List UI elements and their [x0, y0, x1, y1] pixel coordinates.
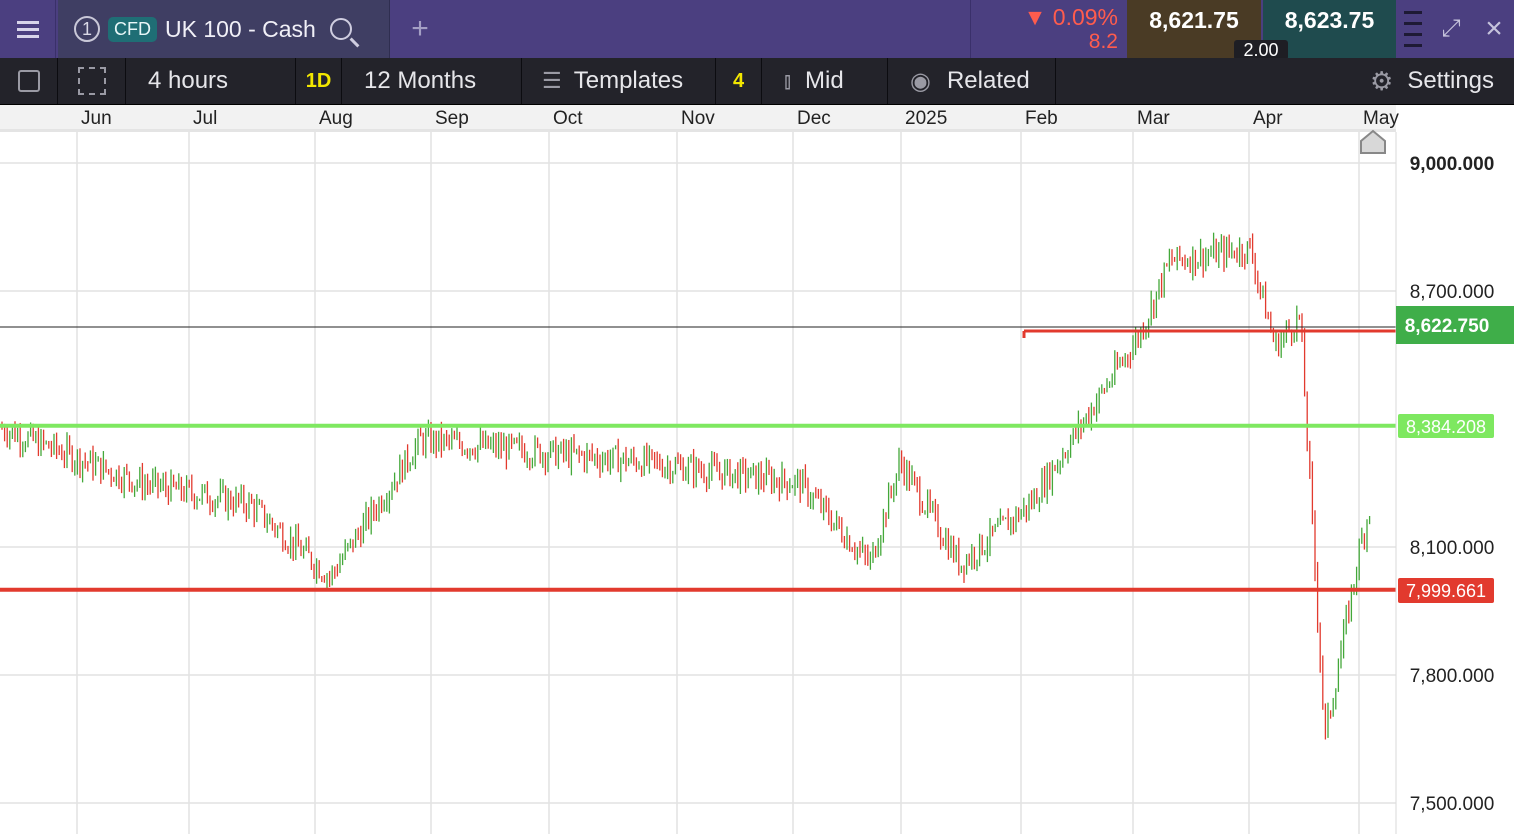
related-button[interactable]: ◉ Related	[888, 58, 1056, 104]
templates-button[interactable]: ☰ Templates	[522, 58, 716, 104]
x-tick-label: Oct	[553, 108, 583, 129]
y-tick-label: 8,700.000	[1410, 282, 1495, 303]
x-tick-label: Sep	[435, 108, 469, 129]
current-price-tag	[1396, 306, 1514, 344]
gear-icon: ⚙	[1370, 65, 1394, 96]
price-chart[interactable]: Jun Jul Aug Sep Oct Nov Dec 2025 Feb Mar Apr May 9,…	[0, 105, 1514, 834]
interval-select[interactable]: 4 hours	[126, 58, 296, 104]
add-tab-button[interactable]: +	[411, 12, 429, 45]
y-tick-label: 7,800.000	[1410, 666, 1495, 687]
candles	[1, 232, 1371, 740]
title-bar: 1 CFD UK 100 - Cash + ▼ 0.09% 8.2 8,621.…	[0, 0, 1514, 60]
x-tick-label: Mar	[1137, 108, 1170, 129]
y-axis-labels: 9,000.000 8,700.000 8,100.000 7,800.000 7,50…	[1410, 154, 1495, 815]
instrument-name: UK 100 - Cash	[165, 15, 316, 42]
settings-button[interactable]: ⚙ Settings	[1360, 58, 1514, 104]
close-icon[interactable]: ×	[1485, 12, 1503, 45]
period-badge[interactable]: 1D	[296, 58, 342, 104]
price-axis	[1396, 132, 1514, 834]
candles-icon: ⫾	[784, 68, 792, 93]
expand-icon[interactable]: ⤢	[1441, 15, 1461, 42]
eye-icon: ◉	[910, 67, 931, 95]
hamburger-icon	[16, 19, 39, 40]
list-view-button[interactable]	[0, 58, 58, 104]
x-tick-label: Jun	[81, 108, 112, 129]
red-line-label: 7,999.661	[1406, 581, 1486, 601]
red-line-tag	[1398, 578, 1494, 603]
related-label: Related	[946, 67, 1030, 94]
search-icon[interactable]	[329, 18, 352, 40]
instrument-type-badge: CFD	[108, 16, 157, 42]
x-tick-label: Aug	[319, 108, 353, 129]
menu-button[interactable]	[0, 0, 56, 58]
drag-handle-icon[interactable]	[1400, 0, 1426, 58]
templates-label: Templates	[573, 67, 684, 94]
green-line-label: 8,384.208	[1406, 417, 1486, 437]
horizontal-gridlines	[0, 162, 1396, 804]
x-tick-label: Feb	[1025, 108, 1058, 129]
x-axis-labels: Jun Jul Aug Sep Oct Nov Dec 2025 Feb Mar Apr May	[81, 108, 1399, 129]
change-percent: ▼ 0.09%	[1023, 4, 1118, 30]
y-tick-label: 8,100.000	[1410, 538, 1495, 559]
list-icon	[17, 70, 40, 92]
layout-icon	[77, 67, 106, 95]
settings-label: Settings	[1407, 67, 1495, 94]
chart-type-button[interactable]	[58, 58, 126, 104]
change-absolute: 8.2	[1088, 30, 1118, 53]
green-line-tag	[1398, 414, 1494, 438]
range-select[interactable]: 12 Months	[342, 58, 522, 104]
x-tick-label: May	[1363, 108, 1399, 129]
spread-badge: 2.00	[1234, 40, 1288, 60]
home-icon[interactable]	[1360, 129, 1386, 154]
x-tick-label: Jul	[193, 108, 217, 129]
x-tick-label: 2025	[905, 108, 947, 129]
price-type-button[interactable]: ⫾ Mid	[762, 58, 888, 104]
current-price-label: 8,622.750	[1405, 316, 1490, 337]
price-change: ▼ 0.09% 8.2	[970, 0, 1126, 58]
instrument-tab[interactable]: 1 CFD UK 100 - Cash	[58, 0, 390, 58]
price-type-label: Mid	[805, 67, 844, 94]
tab-number-badge: 1	[74, 16, 100, 42]
x-tick-label: Dec	[797, 108, 831, 129]
sliders-icon: ☰	[542, 68, 562, 93]
sell-price-button[interactable]: 8,621.75	[1127, 0, 1261, 58]
y-tick-label: 9,000.000	[1410, 154, 1495, 175]
x-tick-label: Nov	[681, 108, 715, 129]
templates-count: 4	[716, 58, 762, 104]
y-tick-label: 7,500.000	[1410, 794, 1495, 815]
x-tick-label: Apr	[1253, 108, 1283, 129]
chart-toolbar: 4 hours 1D 12 Months ☰ Templates 4 ⫾ Mid…	[0, 58, 1514, 105]
